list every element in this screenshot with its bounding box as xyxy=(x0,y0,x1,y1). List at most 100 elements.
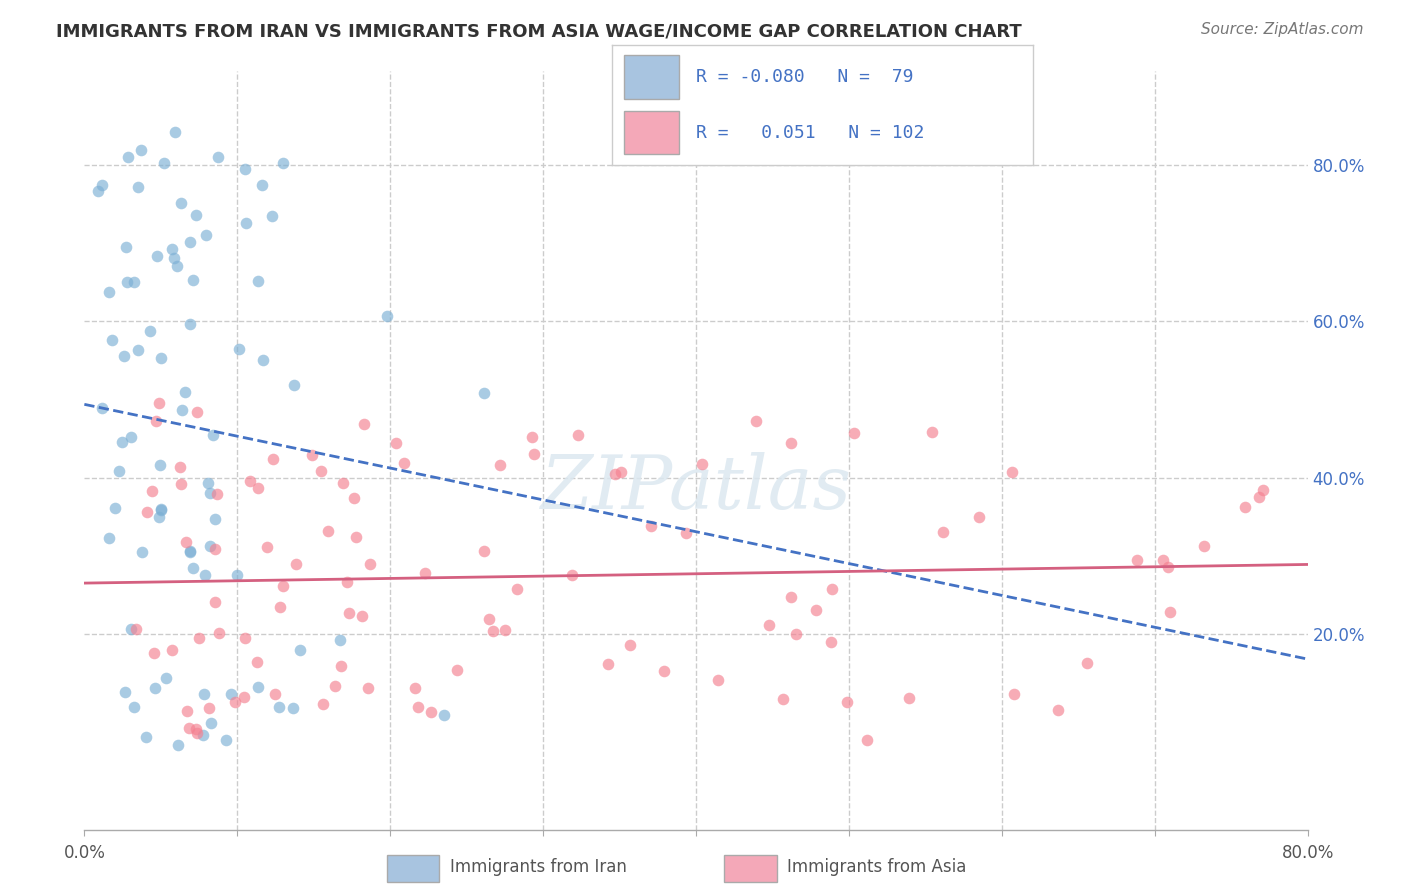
Point xyxy=(176,704,198,718)
Text: 80.0%: 80.0% xyxy=(1281,844,1334,862)
FancyBboxPatch shape xyxy=(387,855,439,881)
Point xyxy=(415,566,437,580)
Text: IMMIGRANTS FROM IRAN VS IMMIGRANTS FROM ASIA WAGE/INCOME GAP CORRELATION CHART: IMMIGRANTS FROM IRAN VS IMMIGRANTS FROM … xyxy=(56,22,1022,40)
Point xyxy=(181,561,204,575)
Point xyxy=(256,540,278,554)
Point xyxy=(290,642,312,657)
Point xyxy=(198,486,221,500)
Point xyxy=(215,733,238,747)
Point xyxy=(149,351,172,365)
Point xyxy=(184,208,207,222)
FancyBboxPatch shape xyxy=(724,855,778,881)
Point xyxy=(779,435,801,450)
Point xyxy=(1126,553,1149,567)
Point xyxy=(186,405,208,419)
Point xyxy=(394,456,416,470)
Point xyxy=(336,575,359,590)
Point xyxy=(1076,656,1098,670)
Point xyxy=(312,697,335,711)
Point xyxy=(1234,500,1257,515)
Point xyxy=(201,428,224,442)
Point xyxy=(446,663,468,677)
Point xyxy=(844,425,866,440)
Point xyxy=(329,633,352,648)
Point xyxy=(785,626,807,640)
Point xyxy=(271,578,294,592)
Point xyxy=(184,722,207,736)
Point xyxy=(433,708,456,723)
Point xyxy=(281,701,304,715)
Point xyxy=(350,609,373,624)
Point xyxy=(104,501,127,516)
Point xyxy=(262,452,284,467)
Point xyxy=(100,333,122,347)
Point xyxy=(329,659,352,673)
Text: R = -0.080   N =  79: R = -0.080 N = 79 xyxy=(696,68,914,87)
Point xyxy=(186,726,208,740)
Point xyxy=(271,155,294,169)
Point xyxy=(247,482,270,496)
Point xyxy=(170,195,193,210)
Point xyxy=(87,185,110,199)
Point xyxy=(758,618,780,632)
Point xyxy=(122,700,145,714)
Point xyxy=(239,474,262,488)
Point xyxy=(353,417,375,432)
Point xyxy=(208,626,231,640)
Point xyxy=(204,595,226,609)
Point xyxy=(179,544,201,558)
Point xyxy=(172,403,194,417)
Point xyxy=(194,568,217,582)
Point xyxy=(177,721,200,735)
Point xyxy=(115,240,138,254)
Point xyxy=(406,699,429,714)
Point xyxy=(420,706,443,720)
Point xyxy=(269,599,291,614)
Text: Immigrants from Asia: Immigrants from Asia xyxy=(787,858,967,877)
Point xyxy=(179,235,201,249)
Point xyxy=(127,343,149,357)
Point xyxy=(91,401,114,415)
Point xyxy=(173,384,195,399)
Point xyxy=(1159,605,1181,619)
Point xyxy=(596,657,619,671)
Point xyxy=(176,534,198,549)
Point xyxy=(506,582,529,596)
Point xyxy=(162,242,184,256)
Point xyxy=(179,545,201,559)
Text: Immigrants from Iran: Immigrants from Iran xyxy=(450,858,627,877)
Point xyxy=(262,209,284,223)
Point xyxy=(149,503,172,517)
Point xyxy=(163,125,186,139)
Point xyxy=(162,643,184,657)
Point xyxy=(149,458,172,472)
Point xyxy=(200,716,222,731)
Point xyxy=(804,603,827,617)
Point xyxy=(127,180,149,194)
Point xyxy=(820,634,842,648)
Point xyxy=(247,680,270,694)
Point xyxy=(143,681,166,696)
Point xyxy=(472,385,495,400)
Point xyxy=(772,691,794,706)
Point xyxy=(252,353,274,368)
Point xyxy=(246,274,269,288)
Text: ZIPatlas: ZIPatlas xyxy=(540,452,852,524)
Point xyxy=(136,505,159,519)
Point xyxy=(149,501,172,516)
Point xyxy=(921,425,943,439)
Point xyxy=(523,447,546,461)
Point xyxy=(309,464,332,478)
Point xyxy=(323,679,346,693)
Point xyxy=(522,430,544,444)
Point xyxy=(198,539,221,553)
Point xyxy=(619,639,641,653)
Point xyxy=(603,467,626,481)
Point xyxy=(232,690,254,705)
Point xyxy=(488,458,510,472)
Point xyxy=(131,545,153,559)
Point xyxy=(224,695,246,709)
Point xyxy=(1192,539,1215,553)
Point xyxy=(135,730,157,744)
FancyBboxPatch shape xyxy=(624,111,679,154)
